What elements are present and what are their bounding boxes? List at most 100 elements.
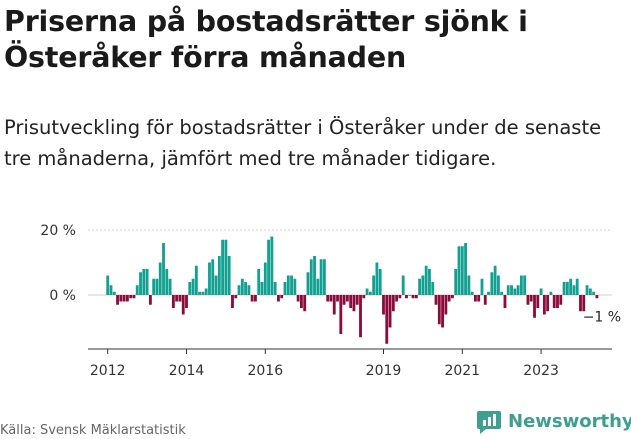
bar	[286, 275, 290, 295]
bar	[536, 295, 540, 308]
bar	[129, 295, 133, 299]
bar	[224, 239, 228, 295]
x-tick-label: 2023	[523, 363, 559, 379]
bar	[556, 295, 559, 308]
x-tick-label: 2019	[366, 363, 402, 379]
bar	[552, 295, 556, 308]
chart-subtitle: Prisutveckling för bostadsrätter i Öster…	[4, 116, 602, 170]
bar	[162, 243, 165, 295]
last-value-annotation: −1 %	[583, 309, 621, 325]
bar	[595, 295, 599, 299]
bar	[339, 295, 343, 334]
bar	[401, 275, 405, 295]
bar	[395, 295, 399, 302]
bar	[145, 269, 149, 295]
bar	[539, 288, 543, 295]
bar	[247, 285, 251, 295]
bar	[447, 295, 451, 302]
bar	[237, 285, 241, 295]
bar	[510, 285, 513, 295]
bar	[559, 295, 563, 305]
bar	[408, 295, 412, 296]
bar	[208, 262, 211, 295]
bar	[112, 291, 116, 295]
bar	[549, 291, 553, 295]
bar	[562, 282, 566, 295]
bar	[496, 275, 500, 295]
bar	[533, 295, 536, 318]
bar	[204, 288, 208, 295]
bar	[372, 275, 376, 295]
bar	[267, 239, 270, 295]
bar	[368, 291, 372, 295]
bar	[382, 295, 385, 315]
brand-name: Newsworthy	[508, 410, 631, 432]
bar	[217, 256, 221, 295]
y-tick-label: 20 %	[40, 223, 76, 239]
bar	[214, 275, 218, 295]
bar	[316, 278, 320, 295]
bar	[194, 265, 198, 295]
bar	[569, 278, 573, 295]
bar	[125, 295, 129, 302]
bar	[349, 295, 353, 308]
bar	[454, 269, 458, 295]
bar	[263, 262, 267, 295]
bar	[441, 295, 444, 328]
bar	[592, 291, 596, 295]
chart-title: Priserna på bostadsrätter sjönk i Österå…	[4, 5, 528, 74]
bar	[375, 262, 379, 295]
y-tick-label: 0 %	[49, 288, 76, 304]
bar	[332, 295, 336, 315]
bar	[283, 282, 287, 295]
bar	[139, 272, 142, 295]
bar	[579, 295, 582, 312]
bar	[148, 295, 152, 305]
bar	[460, 246, 464, 295]
bar	[362, 295, 366, 299]
bar	[299, 295, 303, 308]
bar	[171, 295, 175, 308]
bar	[257, 269, 261, 295]
bar	[313, 256, 316, 295]
bar	[490, 272, 494, 295]
bar	[414, 295, 418, 299]
bar	[398, 295, 402, 299]
bar	[480, 278, 484, 295]
bar	[155, 278, 159, 295]
bar	[119, 295, 123, 302]
newsworthy-logo-icon	[477, 411, 501, 434]
bar	[296, 295, 300, 302]
bar	[106, 275, 110, 295]
bar	[181, 295, 185, 315]
bar	[431, 282, 435, 295]
bar	[201, 291, 205, 295]
bar	[165, 269, 169, 295]
bar	[273, 282, 277, 295]
bar	[487, 291, 490, 295]
bar	[572, 285, 576, 295]
bar	[437, 295, 441, 325]
bar	[329, 295, 333, 302]
bar	[211, 259, 215, 295]
bar	[191, 278, 195, 295]
bar	[542, 295, 546, 315]
bar	[270, 236, 274, 295]
bar	[345, 295, 349, 302]
bar	[470, 291, 474, 295]
bar	[303, 295, 307, 312]
bar	[152, 278, 156, 295]
bar	[122, 295, 126, 302]
bar	[493, 265, 497, 295]
bar	[326, 295, 330, 302]
bar	[240, 278, 244, 295]
bar	[158, 262, 162, 295]
bar	[477, 295, 481, 302]
brand-logo[interactable]: Newsworthy	[476, 408, 631, 434]
bar	[464, 243, 467, 295]
bar	[260, 282, 264, 295]
bar	[546, 295, 550, 312]
bar	[227, 256, 231, 295]
bar	[444, 295, 448, 315]
bar	[250, 295, 254, 302]
